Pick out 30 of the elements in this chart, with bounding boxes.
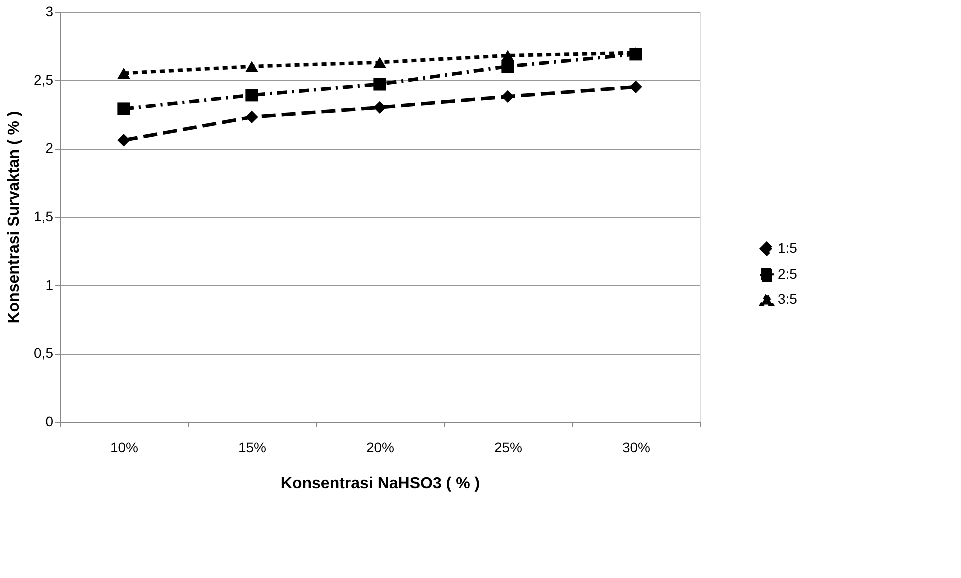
point (374, 101, 386, 114)
x-tick-label: 20% (366, 440, 395, 456)
point (118, 102, 130, 116)
y-tick-label: 3 (46, 4, 54, 20)
legend-label: 2:5 (778, 266, 798, 282)
x-tick-label: 30% (622, 440, 651, 456)
y-tick-label: 2,5 (34, 72, 54, 88)
y-tick-label: 0 (46, 414, 54, 430)
point (118, 68, 130, 79)
point (246, 89, 258, 102)
legend-label: 1:5 (778, 240, 798, 256)
y-axis-title: Konsentrasi Survaktan ( % ) (6, 111, 24, 324)
x-axis-title: Konsentrasi NaHSO3 ( % ) (280, 476, 480, 492)
point (246, 110, 258, 124)
y-tick-label: 1,5 (34, 208, 54, 224)
y-tick-label: 1 (46, 276, 54, 293)
legend-label: 3:5 (778, 291, 798, 307)
point (502, 60, 514, 73)
y-tick-label: 0,5 (34, 345, 54, 362)
x-tick-label: 10% (110, 440, 139, 456)
x-tick-label: 25% (494, 440, 523, 456)
point (118, 134, 130, 147)
y-tick-label: 2 (46, 140, 54, 156)
point (502, 50, 514, 62)
point (502, 90, 514, 104)
x-tick-label: 15% (238, 440, 267, 456)
point (246, 61, 258, 72)
point (374, 57, 386, 68)
point (630, 80, 642, 94)
point (374, 78, 386, 91)
